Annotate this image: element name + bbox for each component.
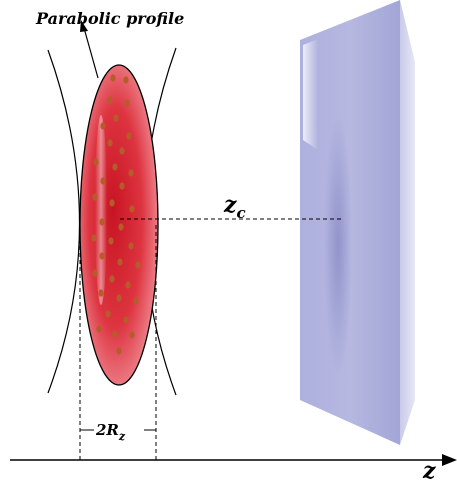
particle-dot-icon — [96, 325, 102, 333]
particle-dot-icon — [119, 182, 125, 190]
particle-dot-icon — [133, 297, 139, 305]
profile-curve-left — [47, 49, 81, 394]
particle-dot-icon — [109, 275, 115, 283]
z-axis — [10, 454, 457, 466]
particle-dot-icon — [100, 177, 106, 185]
particle-dot-icon — [93, 158, 99, 166]
particle-dot-icon — [117, 258, 123, 266]
particle-dot-icon — [124, 99, 130, 107]
particle-dot-icon — [107, 96, 113, 104]
screen-plate — [300, 0, 415, 445]
particle-dot-icon — [125, 281, 131, 289]
width-label-sub: z — [118, 430, 126, 443]
axis-label: z — [422, 458, 436, 484]
zc-label: zc — [223, 192, 246, 222]
particle-dot-icon — [100, 122, 106, 130]
particle-dot-icon — [116, 347, 122, 355]
particle-dot-icon — [129, 331, 135, 339]
particle-dot-icon — [108, 237, 114, 245]
arrow-head-icon — [80, 20, 88, 32]
particle-group — [91, 74, 141, 355]
particle-dot-icon — [113, 114, 119, 122]
particle-dot-icon — [99, 252, 105, 260]
plate-side-face — [400, 0, 415, 445]
beam-ellipse — [79, 64, 159, 386]
profile-label: Parabolic profile — [35, 9, 184, 28]
particle-dot-icon — [110, 74, 116, 82]
particle-dot-icon — [109, 199, 115, 207]
zc-label-main: z — [223, 192, 237, 218]
particle-dot-icon — [92, 193, 98, 201]
width-label-main: 2R — [95, 421, 119, 439]
particle-dot-icon — [112, 330, 118, 338]
particle-dot-icon — [123, 76, 129, 84]
particle-dot-icon — [116, 294, 122, 302]
particle-dot-icon — [135, 261, 141, 269]
particle-dot-icon — [98, 289, 104, 297]
particle-dot-icon — [92, 269, 98, 277]
particle-dot-icon — [119, 147, 125, 155]
dashed-guides — [79, 218, 344, 460]
particle-dot-icon — [128, 169, 134, 177]
particle-dot-icon — [126, 132, 132, 140]
zc-label-sub: c — [237, 204, 246, 222]
particle-dot-icon — [91, 234, 97, 242]
particle-dot-icon — [123, 316, 129, 324]
width-label: 2Rz — [95, 421, 126, 443]
particle-dot-icon — [128, 242, 134, 250]
particle-dot-icon — [99, 218, 105, 226]
profile-pointer-arrow — [80, 20, 99, 79]
particle-dot-icon — [112, 163, 118, 171]
plate-shadow-spot — [324, 115, 352, 375]
z-axis-arrow-icon — [442, 454, 457, 466]
particle-dot-icon — [107, 139, 113, 147]
ellipse-highlight — [95, 115, 107, 305]
particle-dot-icon — [118, 223, 124, 231]
plate-highlight — [303, 39, 318, 150]
particle-dot-icon — [129, 205, 135, 213]
particle-dot-icon — [105, 310, 111, 318]
